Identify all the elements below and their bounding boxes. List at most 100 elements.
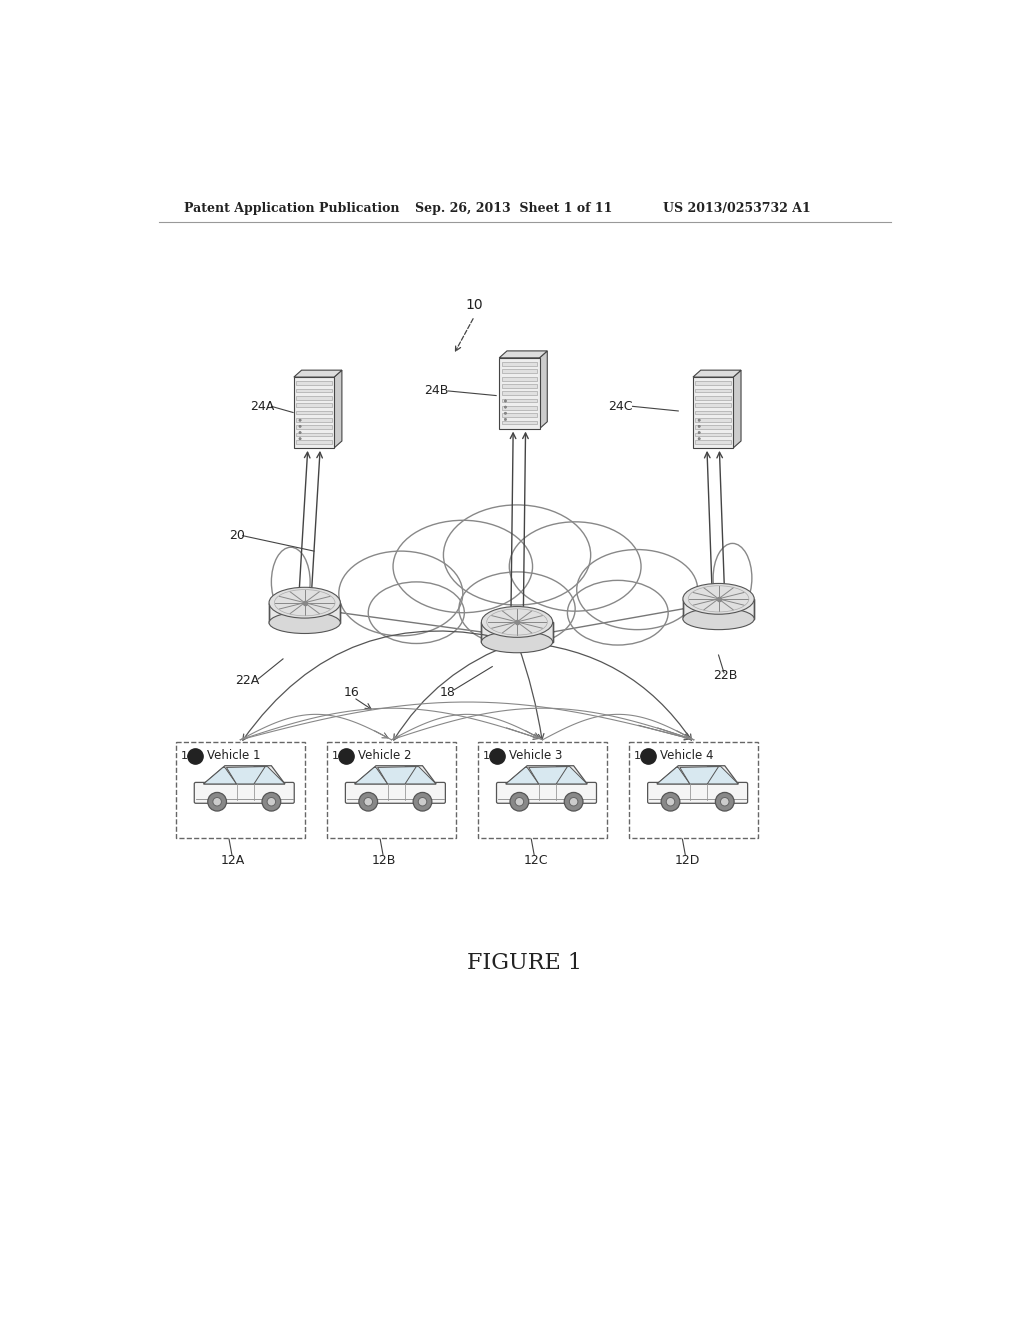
Text: Vehicle 3: Vehicle 3 [509,750,562,763]
Ellipse shape [393,520,532,612]
Polygon shape [657,766,738,784]
Polygon shape [334,370,342,447]
Text: 24B: 24B [424,384,449,397]
FancyBboxPatch shape [478,742,607,837]
Circle shape [698,432,700,434]
Polygon shape [506,766,587,784]
Text: Vehicle 4: Vehicle 4 [660,750,714,763]
Text: 10: 10 [465,298,482,312]
Text: FIGURE 1: FIGURE 1 [467,952,583,974]
Polygon shape [406,767,436,784]
Text: 14B: 14B [332,751,353,760]
FancyBboxPatch shape [695,381,731,385]
Ellipse shape [481,631,553,653]
FancyBboxPatch shape [502,413,538,417]
Circle shape [667,797,675,807]
FancyBboxPatch shape [683,599,755,619]
Circle shape [721,797,729,807]
Circle shape [413,792,432,810]
FancyBboxPatch shape [296,381,332,385]
Ellipse shape [567,581,669,645]
FancyBboxPatch shape [502,407,538,409]
Text: Patent Application Publication: Patent Application Publication [183,202,399,215]
Circle shape [299,418,301,421]
FancyBboxPatch shape [695,425,731,429]
FancyBboxPatch shape [294,378,334,447]
FancyBboxPatch shape [695,418,731,422]
Text: 16: 16 [343,685,359,698]
Text: 24A: 24A [251,400,274,413]
Text: 22B: 22B [713,669,737,682]
Circle shape [504,400,507,403]
Polygon shape [733,370,741,447]
Polygon shape [680,767,719,784]
Circle shape [564,792,583,810]
FancyBboxPatch shape [296,396,332,400]
Polygon shape [204,767,237,784]
Text: 12D: 12D [675,854,699,867]
Polygon shape [657,767,690,784]
Ellipse shape [459,572,575,645]
Text: 14D: 14D [634,751,656,760]
Ellipse shape [269,587,340,618]
Text: 24C: 24C [608,400,633,413]
Text: Vehicle 1: Vehicle 1 [207,750,260,763]
Circle shape [662,792,680,810]
Circle shape [213,797,221,807]
FancyBboxPatch shape [497,783,597,804]
Polygon shape [204,766,285,784]
Ellipse shape [577,549,697,630]
Text: 18: 18 [439,685,456,698]
Circle shape [299,425,301,428]
Circle shape [267,797,275,807]
Text: 12A: 12A [221,854,246,867]
FancyBboxPatch shape [195,783,294,804]
Circle shape [504,418,507,421]
FancyBboxPatch shape [296,433,332,437]
Circle shape [358,792,378,810]
Circle shape [698,425,700,428]
FancyBboxPatch shape [647,783,748,804]
Circle shape [262,792,281,810]
Polygon shape [528,767,567,784]
Text: 22A: 22A [234,675,259,686]
Polygon shape [226,767,265,784]
Text: 20: 20 [228,529,245,543]
Text: US 2013/0253732 A1: US 2013/0253732 A1 [663,202,811,215]
Circle shape [569,797,578,807]
Ellipse shape [369,582,464,644]
Circle shape [698,437,700,440]
FancyBboxPatch shape [296,404,332,407]
FancyBboxPatch shape [502,399,538,403]
Polygon shape [500,351,547,358]
Circle shape [299,437,301,440]
FancyBboxPatch shape [345,783,445,804]
FancyBboxPatch shape [502,391,538,395]
Text: 14A: 14A [180,751,203,760]
Polygon shape [378,767,417,784]
Ellipse shape [683,583,755,614]
Ellipse shape [481,607,553,638]
FancyBboxPatch shape [296,388,332,392]
Circle shape [698,418,700,421]
FancyBboxPatch shape [502,376,538,380]
FancyBboxPatch shape [693,378,733,447]
FancyBboxPatch shape [502,362,538,366]
Polygon shape [540,351,547,429]
FancyBboxPatch shape [296,425,332,429]
FancyBboxPatch shape [328,742,456,837]
Ellipse shape [509,521,641,611]
Ellipse shape [269,612,340,634]
FancyBboxPatch shape [695,440,731,444]
Polygon shape [708,767,738,784]
Polygon shape [693,370,741,378]
Circle shape [418,797,427,807]
Circle shape [716,792,734,810]
Text: 12B: 12B [372,854,396,867]
Ellipse shape [339,552,463,636]
Polygon shape [254,767,285,784]
FancyBboxPatch shape [695,404,731,407]
Polygon shape [354,766,436,784]
Text: Vehicle 2: Vehicle 2 [358,750,412,763]
FancyBboxPatch shape [695,411,731,414]
